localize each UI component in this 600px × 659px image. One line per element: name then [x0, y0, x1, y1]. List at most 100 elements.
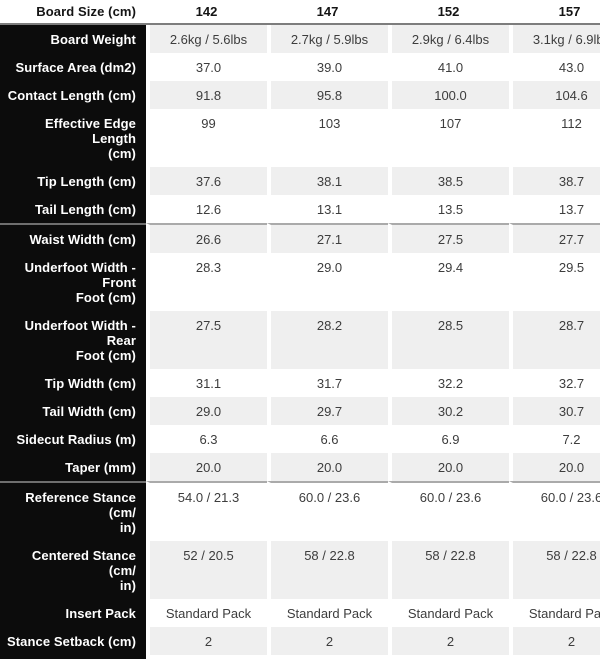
spec-value: 103 — [267, 109, 388, 167]
spec-value: 29.0 — [267, 253, 388, 311]
row-label: Tip Length (cm) — [0, 167, 146, 195]
spec-value: Standard Pack — [509, 599, 600, 627]
spec-value: 13.1 — [267, 195, 388, 223]
spec-value: 60.0 / 23.6 — [509, 481, 600, 541]
row-label: Taper (mm) — [0, 453, 146, 481]
spec-value: 29.5 — [509, 253, 600, 311]
spec-value: 37.6 — [146, 167, 267, 195]
spec-value: 12.6 — [146, 195, 267, 223]
spec-value: Standard Pack — [267, 599, 388, 627]
table-row: Reference Stance (cm/ in) 54.0 / 21.3 60… — [0, 481, 600, 541]
spec-value: 100.0 — [388, 81, 509, 109]
spec-value: 28.2 — [267, 311, 388, 369]
spec-value: 6.3 — [146, 425, 267, 453]
board-size-column-1: 142 — [146, 0, 267, 25]
spec-value: 58 / 22.8 — [388, 541, 509, 599]
row-label: Surface Area (dm2) — [0, 53, 146, 81]
spec-value: 58 / 22.8 — [509, 541, 600, 599]
spec-value: 20.0 — [267, 453, 388, 481]
spec-value: 29.0 — [146, 397, 267, 425]
spec-value: 20.0 — [146, 453, 267, 481]
spec-value: 13.5 — [388, 195, 509, 223]
spec-value: 60.0 / 23.6 — [388, 481, 509, 541]
spec-value: 39.0 — [267, 53, 388, 81]
spec-value: 52 / 20.5 — [146, 541, 267, 599]
spec-value: 38.1 — [267, 167, 388, 195]
header-row-label: Board Size (cm) — [0, 0, 146, 25]
table-row: Effective Edge Length (cm) 99 103 107 11… — [0, 109, 600, 167]
spec-value: 28.3 — [146, 253, 267, 311]
spec-value: 2.9kg / 6.4lbs — [388, 25, 509, 53]
spec-value: 27.1 — [267, 223, 388, 253]
row-label: Tail Length (cm) — [0, 195, 146, 223]
spec-value: 29.4 — [388, 253, 509, 311]
row-label: Centered Stance (cm/ in) — [0, 541, 146, 599]
spec-value: 31.7 — [267, 369, 388, 397]
spec-value: 27.7 — [509, 223, 600, 253]
table-row: Tail Width (cm) 29.0 29.7 30.2 30.7 — [0, 397, 600, 425]
table-row: Underfoot Width - Rear Foot (cm) 27.5 28… — [0, 311, 600, 369]
spec-value: 28.5 — [388, 311, 509, 369]
spec-value: 38.5 — [388, 167, 509, 195]
table-row: Tip Length (cm) 37.6 38.1 38.5 38.7 — [0, 167, 600, 195]
board-size-column-2: 147 — [267, 0, 388, 25]
spec-value: 43.0 — [509, 53, 600, 81]
spec-value: 7.2 — [509, 425, 600, 453]
spec-value: 27.5 — [146, 311, 267, 369]
spec-value: 2 — [146, 627, 267, 659]
spec-value: 3.1kg / 6.9lbs — [509, 25, 600, 53]
spec-value: 99 — [146, 109, 267, 167]
spec-value: 112 — [509, 109, 600, 167]
table-row: Taper (mm) 20.0 20.0 20.0 20.0 — [0, 453, 600, 481]
spec-value: Standard Pack — [388, 599, 509, 627]
spec-value: 104.6 — [509, 81, 600, 109]
spec-value: 6.6 — [267, 425, 388, 453]
spec-value: 2 — [509, 627, 600, 659]
row-label: Underfoot Width - Rear Foot (cm) — [0, 311, 146, 369]
spec-value: 29.7 — [267, 397, 388, 425]
spec-value: 2.6kg / 5.6lbs — [146, 25, 267, 53]
board-size-column-3: 152 — [388, 0, 509, 25]
spec-value: 58 / 22.8 — [267, 541, 388, 599]
row-label: Waist Width (cm) — [0, 223, 146, 253]
spec-value: 38.7 — [509, 167, 600, 195]
spec-value: 20.0 — [509, 453, 600, 481]
row-label: Tip Width (cm) — [0, 369, 146, 397]
spec-value: 2.7kg / 5.9lbs — [267, 25, 388, 53]
spec-value: 28.7 — [509, 311, 600, 369]
spec-value: 31.1 — [146, 369, 267, 397]
spec-value: 32.7 — [509, 369, 600, 397]
table-row: Centered Stance (cm/ in) 52 / 20.5 58 / … — [0, 541, 600, 599]
row-label: Reference Stance (cm/ in) — [0, 481, 146, 541]
spec-value: 91.8 — [146, 81, 267, 109]
table-row: Sidecut Radius (m) 6.3 6.6 6.9 7.2 — [0, 425, 600, 453]
spec-value: 6.9 — [388, 425, 509, 453]
spec-value: 54.0 / 21.3 — [146, 481, 267, 541]
table-row: Board Weight 2.6kg / 5.6lbs 2.7kg / 5.9l… — [0, 25, 600, 53]
spec-value: 95.8 — [267, 81, 388, 109]
table-row: Underfoot Width - Front Foot (cm) 28.3 2… — [0, 253, 600, 311]
spec-value: 30.2 — [388, 397, 509, 425]
table-row: Surface Area (dm2) 37.0 39.0 41.0 43.0 — [0, 53, 600, 81]
table-row: Contact Length (cm) 91.8 95.8 100.0 104.… — [0, 81, 600, 109]
spec-value: 32.2 — [388, 369, 509, 397]
spec-value: 60.0 / 23.6 — [267, 481, 388, 541]
table-row: Stance Setback (cm) 2 2 2 2 — [0, 627, 600, 659]
spec-value: 30.7 — [509, 397, 600, 425]
row-label: Effective Edge Length (cm) — [0, 109, 146, 167]
spec-value: 41.0 — [388, 53, 509, 81]
row-label: Stance Setback (cm) — [0, 627, 146, 659]
spec-value: 37.0 — [146, 53, 267, 81]
row-label: Tail Width (cm) — [0, 397, 146, 425]
spec-value: 107 — [388, 109, 509, 167]
row-label: Insert Pack — [0, 599, 146, 627]
spec-value: 13.7 — [509, 195, 600, 223]
spec-value: 2 — [388, 627, 509, 659]
row-label: Contact Length (cm) — [0, 81, 146, 109]
spec-value: Standard Pack — [146, 599, 267, 627]
table-row: Tip Width (cm) 31.1 31.7 32.2 32.7 — [0, 369, 600, 397]
header-row: Board Size (cm) 142 147 152 157 — [0, 0, 600, 25]
spec-value: 26.6 — [146, 223, 267, 253]
